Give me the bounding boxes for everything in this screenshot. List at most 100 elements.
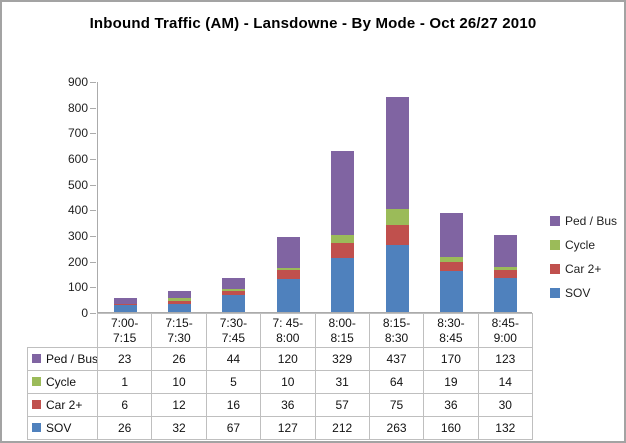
x-category-cell: 8:45- 9:00 [477,313,534,348]
plot-area [97,82,532,313]
series-value-cell: 67 [205,416,262,440]
y-tick-mark [90,261,96,263]
x-category-line: 8:45- [491,315,519,330]
y-tick-mark [90,82,96,83]
bar-segment-car-2- [385,225,409,245]
bar-stack [439,213,463,312]
x-category-line: 7:00- [111,315,139,330]
series-value-cell: 44 [205,347,262,371]
bar-segment-car-2- [331,242,355,258]
series-value-cell: 127 [260,416,316,440]
bar-segment-car-2- [494,270,518,279]
x-category-line: 8:45 [439,330,463,345]
series-value-cell: 26 [96,416,153,440]
legend-item: Car 2+ [550,261,617,276]
legend-item: SOV [550,285,617,300]
series-value-cell: 23 [96,347,153,371]
y-tick-mark [90,184,96,186]
bar-segment-ped-bus [222,278,246,290]
bar-stack [276,236,300,312]
series-value-cell: 36 [423,393,479,417]
y-tick-label: 200 [67,254,88,269]
bar-segment-ped-bus [385,96,409,209]
series-color-swatch-icon [32,377,41,387]
y-tick-mark [90,210,96,212]
series-value-cell: 64 [368,370,425,394]
bar-segment-car-2- [113,303,137,306]
series-value-cell: 263 [368,416,425,440]
y-tick-mark [90,133,96,135]
x-category-line: 7:15 [113,330,137,345]
x-category-line: 7:30- [219,315,248,330]
series-value-cell: 437 [368,347,425,371]
bar-segment-cycle [494,266,518,271]
bar-stack [385,96,409,312]
x-category-cell: 7:30- 7:45 [205,313,262,348]
legend-color-swatch-icon [550,263,560,274]
series-name-label: Ped / Bus [46,352,98,366]
legend-color-swatch-icon [550,239,560,250]
y-tick-label: 0 [81,306,88,320]
bar-stack [168,291,192,312]
x-category-line: 8:00 [276,330,300,345]
series-value-cell: 5 [205,370,262,394]
bar-segment-sov [168,303,192,312]
table-series-row: Ped / Bus 23 26 44 120 329 437 170 123 [27,347,534,371]
y-tick-label: 900 [67,75,88,89]
bar-segment-car-2- [276,270,300,280]
y-tick-label: 100 [67,280,88,295]
bar-segment-cycle [439,256,463,262]
y-tick-label: 800 [67,100,88,115]
x-category-line: 8:15 [330,330,354,345]
y-tick-label: 600 [67,152,88,166]
bar-segment-ped-bus [439,213,463,257]
bar-segment-ped-bus [168,291,192,299]
bar-segment-car-2- [222,290,246,295]
x-category-line: 8:30 [384,330,409,345]
series-value-cell: 14 [477,370,534,394]
legend-color-swatch-icon [550,215,560,226]
series-value-cell: 132 [477,416,534,440]
table-header-row: 7:00- 7:15 7:15- 7:30 7:30- 7:45 7: 45- 8:00 8:0… [28,313,534,348]
bar-stack [113,297,137,312]
x-category-line: 8:15- [382,315,411,330]
legend-item-label: Car 2+ [565,261,602,276]
bar-segment-cycle [276,267,300,271]
legend-color-swatch-icon [550,287,560,298]
bar-segment-cycle [385,208,409,226]
bar-segment-car-2- [439,261,463,271]
y-tick-mark [90,313,96,314]
bar-segment-ped-bus [113,297,137,304]
series-value-cell: 75 [368,393,425,417]
bar-stack [331,150,355,312]
series-value-cell: 36 [260,393,316,417]
table-corner-cell [28,314,98,348]
bar-segment-sov [113,305,137,312]
series-color-swatch-icon [32,400,41,410]
legend-item-label: Ped / Bus [565,213,618,228]
x-category-cell: 8:30- 8:45 [423,313,479,348]
x-category-line: 9:00 [493,330,517,345]
x-category-cell: 7:15- 7:30 [151,313,207,348]
series-value-cell: 12 [151,393,207,417]
y-tick-mark [90,159,96,160]
series-value-cell: 19 [423,370,479,394]
bar-stack [494,235,518,312]
x-category-line: 8:30- [437,315,465,330]
series-name-cell: Ped / Bus [27,347,98,371]
x-category-cell: 8:15- 8:30 [368,313,425,348]
x-category-line: 7: 45- [272,315,304,330]
series-name-label: Car 2+ [46,398,83,412]
y-tick-label: 700 [67,126,88,141]
x-category-line: 7:15- [165,315,193,330]
y-tick-mark [90,107,96,109]
legend-item-label: SOV [565,285,591,300]
table-series-row: SOV 26 32 67 127 212 263 160 132 [27,416,534,440]
chart-title: Inbound Traffic (AM) - Lansdowne - By Mo… [89,15,537,32]
y-tick-mark [90,287,96,289]
y-tick-label: 400 [67,203,88,218]
series-value-cell: 1 [96,370,153,394]
bar-segment-sov [494,278,518,312]
series-value-cell: 160 [423,416,479,440]
